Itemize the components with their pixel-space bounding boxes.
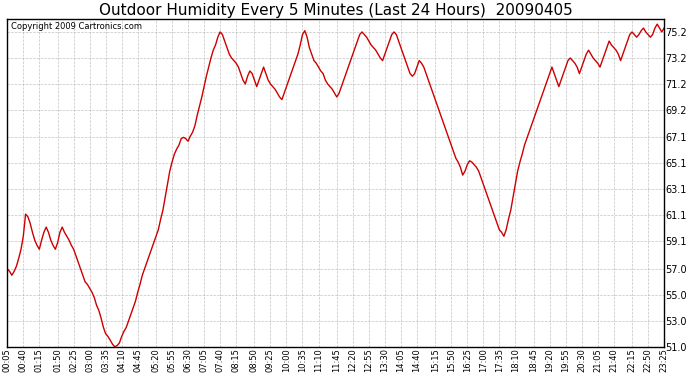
Title: Outdoor Humidity Every 5 Minutes (Last 24 Hours)  20090405: Outdoor Humidity Every 5 Minutes (Last 2…: [99, 3, 573, 18]
Text: Copyright 2009 Cartronics.com: Copyright 2009 Cartronics.com: [10, 22, 141, 31]
